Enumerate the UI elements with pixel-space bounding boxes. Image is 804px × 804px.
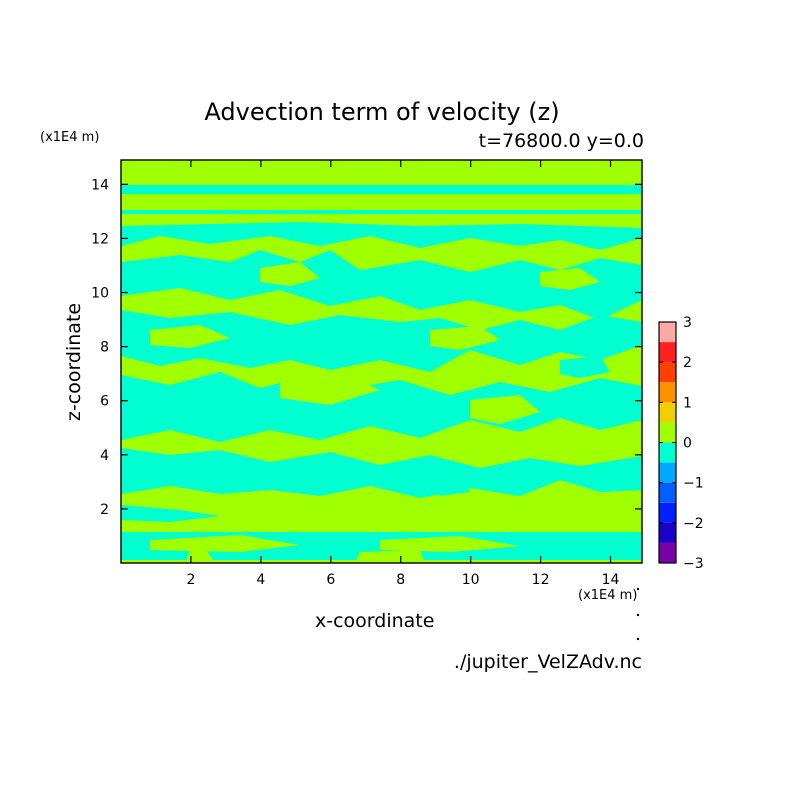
x-axis-label: x-coordinate [315, 610, 435, 632]
colorbar-swatch [659, 542, 676, 563]
positive-region [260, 262, 320, 286]
chart-subtitle: t=76800.0 y=0.0 [478, 130, 644, 152]
colorbar-swatch [659, 442, 676, 463]
colorbar-swatch [659, 462, 676, 483]
plot-frame [120, 159, 643, 564]
y-axis-scale-label: (x1E4 m) [40, 130, 100, 145]
colorbar-swatch [659, 362, 676, 383]
positive-region [150, 535, 300, 552]
colorbar-swatch [659, 382, 676, 403]
colorbar-swatch [659, 482, 676, 503]
y-tick-label: 10 [91, 286, 109, 302]
positive-region [430, 326, 500, 350]
negative-region [200, 460, 240, 485]
x-axis-ticks: 2 4 6 8 10 12 14 [186, 160, 620, 588]
positive-region [470, 395, 540, 424]
x-tick-label: 2 [186, 572, 195, 588]
colorbar-tick-label: 2 [683, 355, 692, 371]
y-tick-label: 6 [100, 394, 109, 410]
negative-region [430, 470, 470, 496]
contour-field [121, 185, 642, 563]
positive-region [150, 325, 230, 348]
y-tick-label: 14 [91, 177, 109, 193]
x-tick-label: 8 [396, 572, 405, 588]
negative-region [121, 448, 642, 498]
colorbar-tick-label: −3 [683, 556, 704, 572]
x-tick-label: 14 [602, 572, 620, 588]
negative-region [121, 185, 642, 194]
source-file-label: ./jupiter_VelZAdv.nc [453, 651, 642, 673]
colorbar: 3 2 1 0 −1 −2 −3 [658, 315, 704, 572]
negative-region [121, 372, 642, 442]
colorbar-swatch [659, 522, 676, 543]
x-tick-label: 10 [462, 572, 480, 588]
negative-region [121, 310, 642, 372]
negative-region [121, 210, 642, 214]
colorbar-tick-label: −2 [683, 516, 704, 532]
negative-region [121, 505, 220, 522]
y-tick-label: 12 [91, 231, 109, 247]
scale-marker-dots [636, 587, 640, 641]
negative-region [330, 352, 365, 364]
x-tick-label: 6 [326, 572, 335, 588]
positive-region [540, 268, 600, 290]
chart-title: Advection term of velocity (z) [204, 98, 560, 126]
colorbar-swatch [659, 402, 676, 423]
colorbar-swatch [659, 422, 676, 443]
positive-region [280, 372, 380, 405]
negative-region [121, 222, 642, 250]
colorbar-tick-label: −1 [683, 476, 704, 492]
x-tick-label: 12 [532, 572, 550, 588]
y-tick-label: 8 [100, 340, 109, 356]
colorbar-swatch [659, 342, 676, 363]
positive-region [355, 550, 425, 563]
y-tick-label: 4 [100, 448, 109, 464]
colorbar-swatch [659, 322, 676, 343]
y-axis-ticks: 2 4 6 8 10 12 14 [91, 177, 642, 518]
colorbar-tick-label: 3 [683, 315, 692, 331]
colorbar-tick-label: 0 [683, 436, 692, 452]
colorbar-tick-label: 1 [683, 395, 692, 411]
colorbar-swatch [659, 502, 676, 523]
x-tick-label: 4 [256, 572, 265, 588]
x-axis-scale-label: (x1E4 m) [578, 588, 638, 603]
negative-region [560, 356, 610, 378]
positive-region [185, 548, 215, 563]
negative-region [121, 250, 642, 320]
positive-region [380, 536, 520, 552]
y-tick-label: 2 [100, 502, 109, 518]
